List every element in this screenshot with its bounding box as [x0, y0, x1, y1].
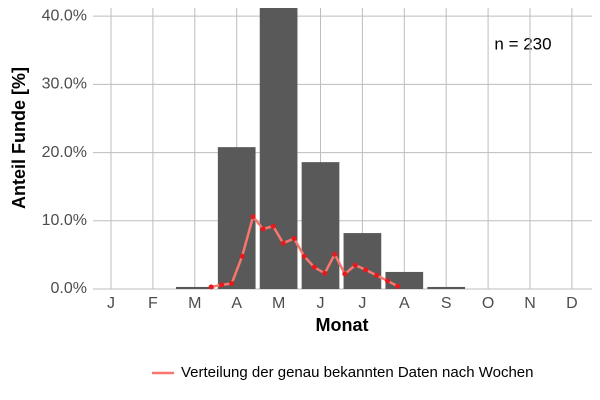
point [239, 253, 245, 259]
x-tick-label: F [148, 295, 158, 312]
point [280, 240, 286, 246]
point [342, 271, 348, 277]
point [311, 264, 317, 270]
bar [259, 8, 298, 289]
y-tick-label: 0.0% [51, 280, 87, 297]
point [332, 251, 338, 257]
bar [175, 286, 214, 289]
x-tick-label: M [188, 295, 201, 312]
point [260, 226, 266, 232]
y-tick-label: 20.0% [42, 144, 87, 161]
x-tick-label: N [524, 295, 536, 312]
x-tick-label: A [399, 295, 410, 312]
point [208, 284, 214, 290]
point [395, 283, 401, 289]
bar [217, 147, 256, 289]
legend-label: Verteilung der genau bekannten Daten nac… [181, 364, 534, 381]
point [363, 267, 369, 273]
point [322, 270, 328, 276]
y-tick-label: 10.0% [42, 212, 87, 229]
point [219, 282, 225, 288]
bar [427, 286, 466, 289]
x-tick-label: D [566, 295, 578, 312]
point [301, 253, 307, 259]
y-axis-title: Anteil Funde [%] [9, 67, 29, 209]
x-tick-label: M [272, 295, 285, 312]
x-tick-label: J [317, 295, 325, 312]
bar [343, 233, 382, 289]
x-axis-title: Monat [316, 315, 369, 335]
x-tick-label: A [231, 295, 242, 312]
point [270, 223, 276, 229]
point [374, 272, 380, 278]
x-tick-label: S [441, 295, 452, 312]
point [385, 278, 391, 284]
bar [301, 162, 340, 289]
point [250, 214, 256, 220]
y-tick-label: 30.0% [42, 76, 87, 93]
y-tick-label: 40.0% [42, 7, 87, 24]
point [229, 281, 235, 287]
x-tick-label: J [358, 295, 366, 312]
bar [385, 271, 424, 289]
annotation: n = 230 [494, 34, 551, 53]
point [352, 262, 358, 268]
x-tick-label: J [107, 295, 115, 312]
point [291, 236, 297, 242]
x-tick-label: O [482, 295, 494, 312]
